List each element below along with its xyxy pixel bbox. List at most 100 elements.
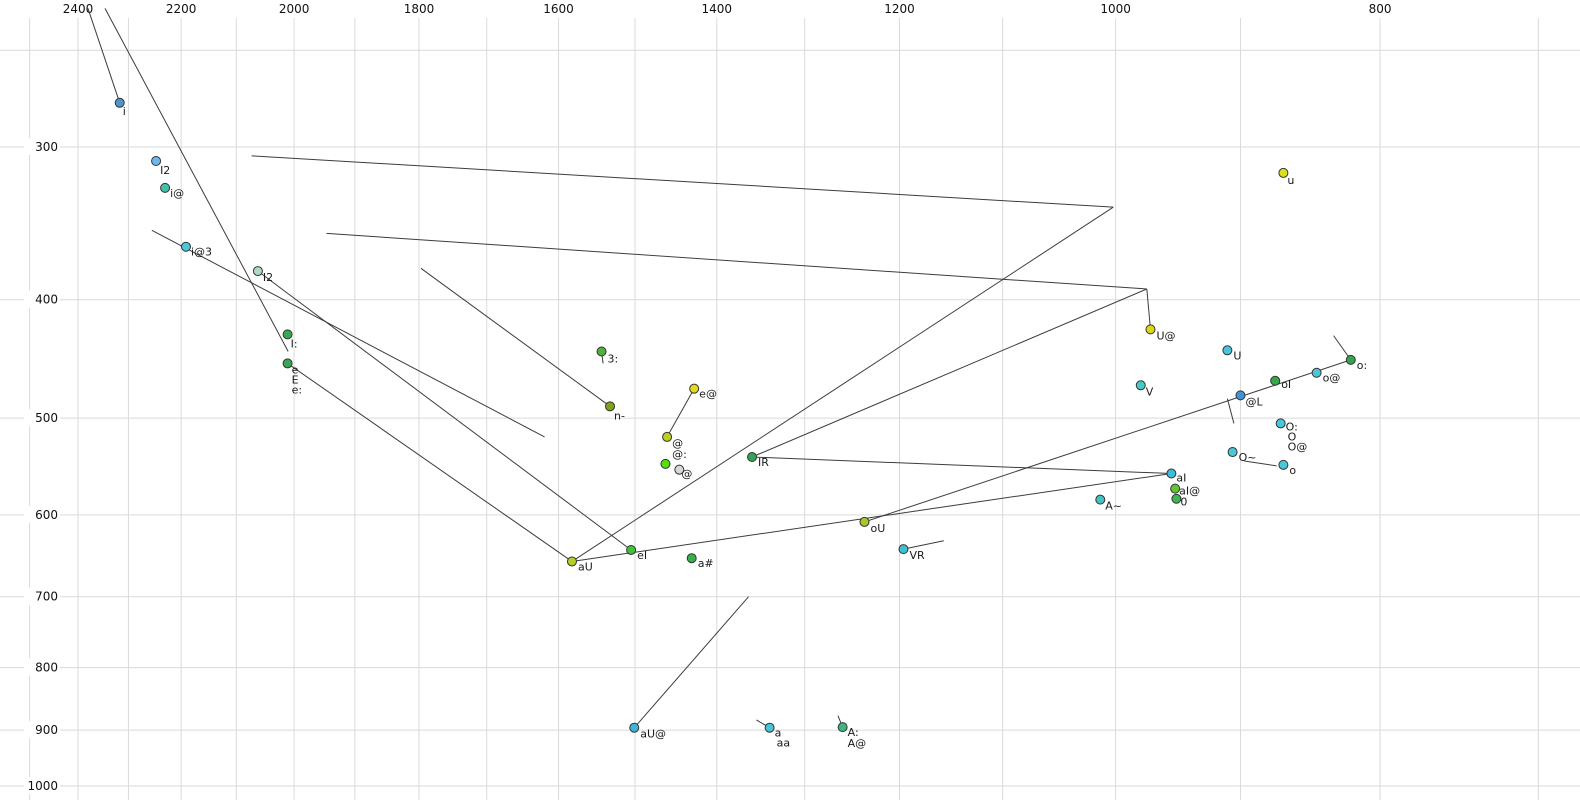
- trajectory-line: [571, 473, 1172, 562]
- y-tick-label: 600: [35, 508, 58, 522]
- vowel-label-a-nasal: A~: [1105, 500, 1122, 513]
- vowel-point-schwa-bright: [660, 458, 671, 469]
- x-tick-label: 1000: [1100, 2, 1131, 16]
- vowel-label-ei: eI: [637, 549, 647, 562]
- vowel-label-i-long: I:: [291, 337, 298, 350]
- vowel-point-ou: [859, 516, 870, 527]
- vowel-point-n: [605, 401, 616, 412]
- vowel-label-a: aa: [777, 737, 790, 750]
- vowel-label-o-small: o: [1289, 464, 1296, 477]
- vowel-label-i-schwa-3: i@3: [191, 246, 212, 259]
- y-tick-label: 500: [35, 411, 58, 425]
- vowel-point-i: [114, 97, 125, 108]
- vowel-label-i-schwa: i@: [170, 187, 184, 200]
- y-tick-label: 400: [35, 293, 58, 307]
- vowel-point-i2: [151, 156, 162, 167]
- trajectory-line: [104, 8, 289, 352]
- vowel-point-schwa-l: [1235, 390, 1246, 401]
- y-tick-label-bg: [24, 505, 60, 523]
- vowel-label-o-open: O@: [1288, 440, 1308, 453]
- vowel-label-ir: IR: [758, 456, 769, 469]
- vowel-label-u: u: [1287, 174, 1294, 187]
- x-tick-label: 1600: [543, 2, 574, 16]
- vowel-label-ou: oU: [870, 522, 885, 535]
- x-tick-label: 2000: [279, 2, 310, 16]
- vowel-label-a: a: [775, 727, 782, 740]
- vowel-point-vr: [898, 544, 909, 555]
- trajectory-line: [326, 232, 1147, 290]
- trajectory-line: [1146, 288, 1151, 330]
- vowel-point-u-short: [1222, 345, 1233, 356]
- vowel-point-o-open: [1275, 418, 1286, 429]
- x-tick-label: 2400: [63, 2, 94, 16]
- trajectory-line: [420, 267, 611, 407]
- vowel-label-zero: 0: [1180, 496, 1187, 509]
- vowel-point-i-long: [282, 329, 293, 340]
- vowel-point-a-nasal: [1095, 494, 1106, 505]
- vowel-label-au: aU: [578, 560, 593, 573]
- y-tick-label: 1000: [27, 779, 58, 793]
- trajectory-line: [864, 359, 1351, 523]
- vowel-label-er-long: 3:: [608, 353, 619, 366]
- vowel-point-au: [566, 556, 577, 567]
- trajectory-line: [251, 155, 1114, 208]
- vowel-label-o-schwa: o@: [1323, 372, 1341, 385]
- trajectory-line: [87, 8, 121, 103]
- vowel-point-u: [1278, 167, 1289, 178]
- vowel-label-u-schwa: U@: [1156, 329, 1175, 342]
- trajectory-line: [666, 388, 695, 438]
- vowel-point-au-schwa: [629, 722, 640, 733]
- vowel-label-e-schwa: e@: [699, 388, 717, 401]
- vowel-point-ir: [747, 452, 758, 463]
- vowel-label-o-open: O: [1288, 430, 1297, 443]
- vowel-label-schwa-l: @L: [1245, 395, 1263, 408]
- vowel-point-ei: [626, 544, 637, 555]
- vowel-point-o-long: [1345, 354, 1356, 365]
- trajectory-line: [1244, 460, 1277, 467]
- vowel-point-v: [1135, 380, 1146, 391]
- vowel-point-i-schwa: [160, 182, 171, 193]
- vowel-label-e: e: [292, 363, 299, 376]
- vowel-point-schwa: [662, 431, 673, 442]
- x-tick-label: 1800: [404, 2, 435, 16]
- trajectory-line: [633, 596, 749, 729]
- y-tick-label: 800: [35, 661, 58, 675]
- trajectory-line: [1226, 398, 1235, 424]
- vowel-label-u-short: U: [1233, 349, 1241, 362]
- y-tick-label-bg: [24, 138, 60, 156]
- trajectory-line: [903, 540, 944, 550]
- vowel-point-e: [282, 358, 293, 369]
- vowel-point-er-long: [596, 346, 607, 357]
- vowel-label-vr: VR: [909, 549, 925, 562]
- y-tick-label-bg: [24, 409, 60, 427]
- vowel-point-ai: [1166, 468, 1177, 479]
- y-tick-label: 300: [35, 140, 58, 154]
- vowel-label-o-long: o:: [1357, 359, 1367, 372]
- vowel-point-a-long: [837, 722, 848, 733]
- vowel-label-a-long: A@: [848, 737, 867, 750]
- trajectory-line: [571, 206, 1114, 562]
- vowel-point-i-schwa-3: [180, 241, 191, 252]
- trajectory-line: [752, 456, 1172, 475]
- x-tick-label: 1400: [702, 2, 733, 16]
- vowel-point-ai-schwa: [1170, 483, 1181, 494]
- vowel-point-o-small: [1278, 459, 1289, 470]
- vowel-label-e: e:: [292, 383, 302, 396]
- y-tick-label: 700: [35, 590, 58, 604]
- vowel-point-i2-pale: [252, 266, 263, 277]
- vowel-label-n: n-: [614, 409, 625, 422]
- y-tick-label: 900: [35, 723, 58, 737]
- vowel-label-a-long: A:: [848, 726, 859, 739]
- vowel-label-o-nasal: O~: [1239, 451, 1257, 464]
- trajectory-line: [287, 362, 573, 562]
- vowel-point-oi: [1270, 375, 1281, 386]
- y-tick-label-bg: [24, 658, 60, 676]
- vowel-label-o-open: O:: [1286, 420, 1298, 433]
- vowel-point-o-nasal: [1227, 447, 1238, 458]
- x-tick-label: 1200: [884, 2, 915, 16]
- y-tick-label-bg: [24, 721, 60, 739]
- vowel-point-u-schwa: [1145, 324, 1156, 335]
- x-tick-label: 2200: [166, 2, 197, 16]
